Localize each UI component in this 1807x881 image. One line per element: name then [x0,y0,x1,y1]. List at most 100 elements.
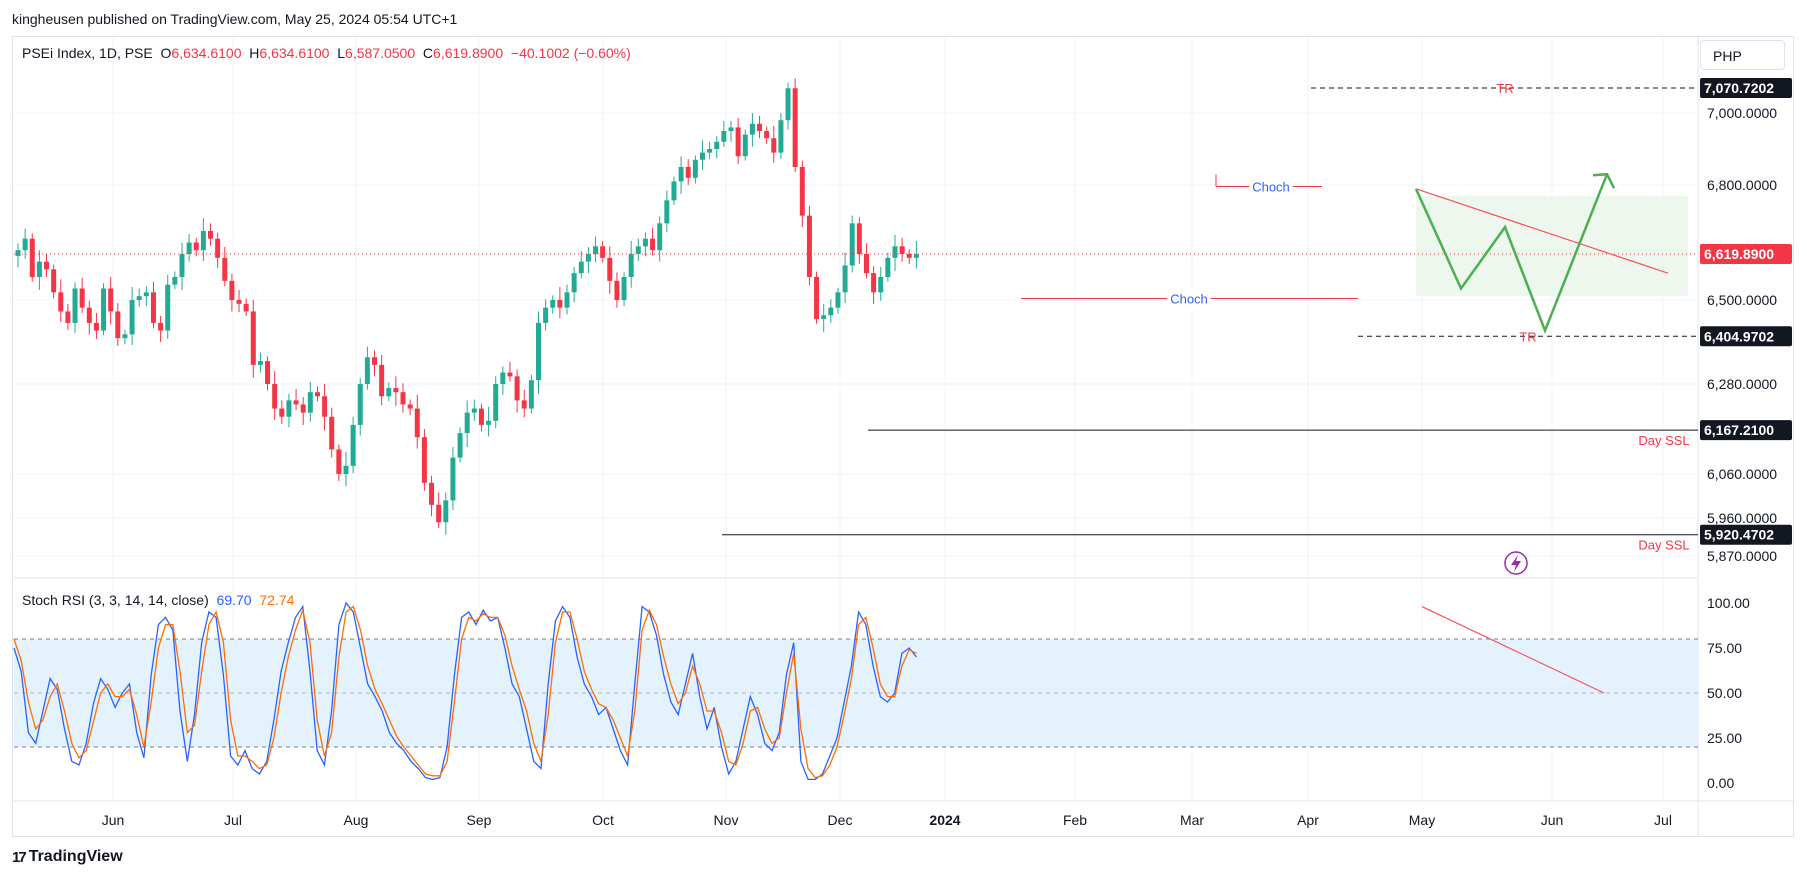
time-tick-label: Feb [1063,812,1087,828]
candle-body [521,400,527,409]
lightning-icon-ring [1504,551,1528,575]
candle-body [436,504,442,523]
candle-body [814,277,820,320]
candle-body [835,292,841,308]
candle-body [307,392,313,413]
lightning-icon-bolt [1511,555,1521,572]
candle-body [158,322,164,331]
candle-body [842,265,848,293]
price-label-bg [1700,244,1792,265]
candle-body [714,141,720,149]
candle-body [272,384,278,409]
candle-body [122,334,128,339]
candle-body [871,273,877,293]
candle-body [678,167,684,182]
time-tick-label: 2024 [929,812,960,828]
candle-body [179,254,185,277]
time-tick-label: Dec [828,812,853,828]
candle-body [707,149,713,153]
legend-close-prefix: C [422,45,434,61]
price-axis-label: 7,070.7202 [1704,80,1774,96]
candle-body [735,127,741,157]
price-axis-label: 6,619.8900 [1704,246,1774,262]
price-tick-label: 7,000.0000 [1707,105,1777,121]
currency-selector[interactable]: PHP [1700,40,1785,70]
candle-body [414,408,420,438]
price-legend: PSEi Index, 1D, PSE O6,634.6100 H6,634.6… [22,45,631,61]
candle-body [742,134,748,157]
time-tick-label: May [1409,812,1435,828]
candle-body [136,296,142,300]
candle-body [372,357,377,365]
candle-body [486,420,492,425]
day-ssl-label-2: Day SSL [1638,538,1689,553]
candle-body [314,392,320,397]
candle-body [464,412,470,434]
candle-body [279,408,285,417]
stoch-rsi-tick-label: 100.00 [1707,595,1750,611]
stoch-rsi-tick-label: 0.00 [1707,775,1734,791]
candle-body [642,238,648,247]
legend-open: 6,634.6100 [171,45,242,61]
candle-body [528,380,534,409]
candle-body [79,288,85,308]
stoch-rsi-tick-label: 25.00 [1707,730,1742,746]
tr-label-high: TR [1496,81,1513,96]
candle-body [350,424,356,466]
candle-body [607,257,613,281]
candle-body [329,416,335,450]
candle-body [778,120,784,153]
candle-body [257,361,263,365]
candle-body [286,400,292,417]
tradingview-logo[interactable]: 17 TradingView [12,848,123,866]
candle-body [393,388,399,393]
price-axis-label: 5,920.4702 [1704,527,1774,543]
candle-body [628,254,634,277]
candle-body [650,238,656,251]
price-label-bg [1700,326,1792,347]
legend-close: 6,619.8900 [433,45,504,61]
stoch-rsi-k-line [13,601,917,781]
projection-arrowhead [1592,172,1616,189]
candle-body [222,257,228,281]
price-label-bg [1700,524,1792,545]
stoch-rsi-k-value: 69.70 [216,592,252,608]
candle-body [507,372,513,377]
candles [15,78,919,535]
time-tick-label: Nov [714,812,739,828]
candle-body [585,254,591,262]
candle-body [685,167,691,178]
time-tick-label: Oct [592,812,614,828]
candle-body [828,307,834,316]
candle-body [322,396,328,417]
candle-body [143,292,149,297]
legend-symbol: PSEi Index, 1D, PSE [22,45,153,61]
tradingview-wordmark: TradingView [28,848,123,865]
candle-body [849,223,855,266]
candle-body [664,200,670,224]
candle-body [500,372,506,384]
candle-body [593,246,599,254]
choch-label-upper: Choch [1252,180,1290,195]
day-ssl-label-1: Day SSL [1638,433,1689,448]
candle-body [86,307,92,323]
candle-body [578,261,584,274]
candle-body [885,257,891,277]
choch-label-lower: Choch [1170,291,1208,306]
choch-label-bg [1167,290,1211,308]
candle-body [856,223,862,254]
time-tick-label: Apr [1297,812,1319,828]
lightning-icon [1504,551,1528,575]
candle-body [400,392,406,405]
stoch-rsi-tick-label: 50.00 [1707,685,1742,701]
candle-body [364,357,370,384]
candle-body [44,261,50,270]
candle-body [300,404,306,413]
candle-body [293,400,299,405]
candle-body [671,181,677,201]
stoch-rsi-d-line [13,605,917,779]
candle-body [692,159,698,178]
candle-body [878,277,884,293]
candle-body [899,246,905,254]
